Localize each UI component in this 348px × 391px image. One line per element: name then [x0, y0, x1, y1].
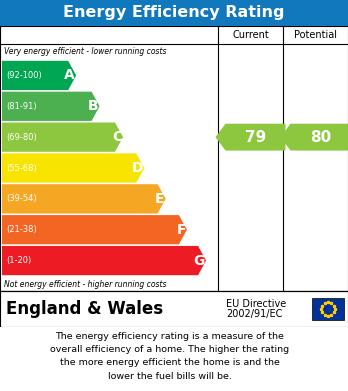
Bar: [312, 298, 344, 320]
Bar: [0, 291, 348, 327]
Text: (1-20): (1-20): [6, 256, 31, 265]
Text: The energy efficiency rating is a measure of the
overall efficiency of a home. T: The energy efficiency rating is a measur…: [50, 332, 290, 380]
Text: 2002/91/EC: 2002/91/EC: [226, 309, 282, 319]
Text: B: B: [88, 99, 98, 113]
Polygon shape: [2, 61, 76, 90]
Text: Very energy efficient - lower running costs: Very energy efficient - lower running co…: [4, 47, 166, 57]
Polygon shape: [2, 246, 206, 275]
Polygon shape: [2, 215, 187, 244]
Text: A: A: [64, 68, 75, 83]
Bar: [0, 0, 348, 26]
Text: (92-100): (92-100): [6, 71, 42, 80]
Polygon shape: [2, 184, 166, 213]
Text: EU Directive: EU Directive: [226, 299, 286, 309]
Text: G: G: [194, 254, 205, 267]
Text: (21-38): (21-38): [6, 225, 37, 234]
Polygon shape: [2, 122, 123, 152]
Text: 80: 80: [310, 130, 331, 145]
Text: Energy Efficiency Rating: Energy Efficiency Rating: [63, 5, 285, 20]
Text: Not energy efficient - higher running costs: Not energy efficient - higher running co…: [4, 280, 166, 289]
Text: (39-54): (39-54): [6, 194, 37, 203]
Text: (55-68): (55-68): [6, 163, 37, 172]
Polygon shape: [215, 124, 285, 151]
Text: Potential: Potential: [294, 30, 337, 40]
Text: England & Wales: England & Wales: [6, 300, 163, 318]
Text: D: D: [132, 161, 143, 175]
Polygon shape: [2, 91, 100, 121]
Text: C: C: [112, 130, 122, 144]
Polygon shape: [280, 124, 348, 151]
Text: Current: Current: [232, 30, 269, 40]
Polygon shape: [2, 153, 144, 183]
Text: 79: 79: [245, 130, 266, 145]
Bar: [0, 327, 348, 391]
Bar: [0, 26, 348, 291]
Text: E: E: [155, 192, 165, 206]
Text: (69-80): (69-80): [6, 133, 37, 142]
Text: (81-91): (81-91): [6, 102, 37, 111]
Text: F: F: [176, 223, 186, 237]
